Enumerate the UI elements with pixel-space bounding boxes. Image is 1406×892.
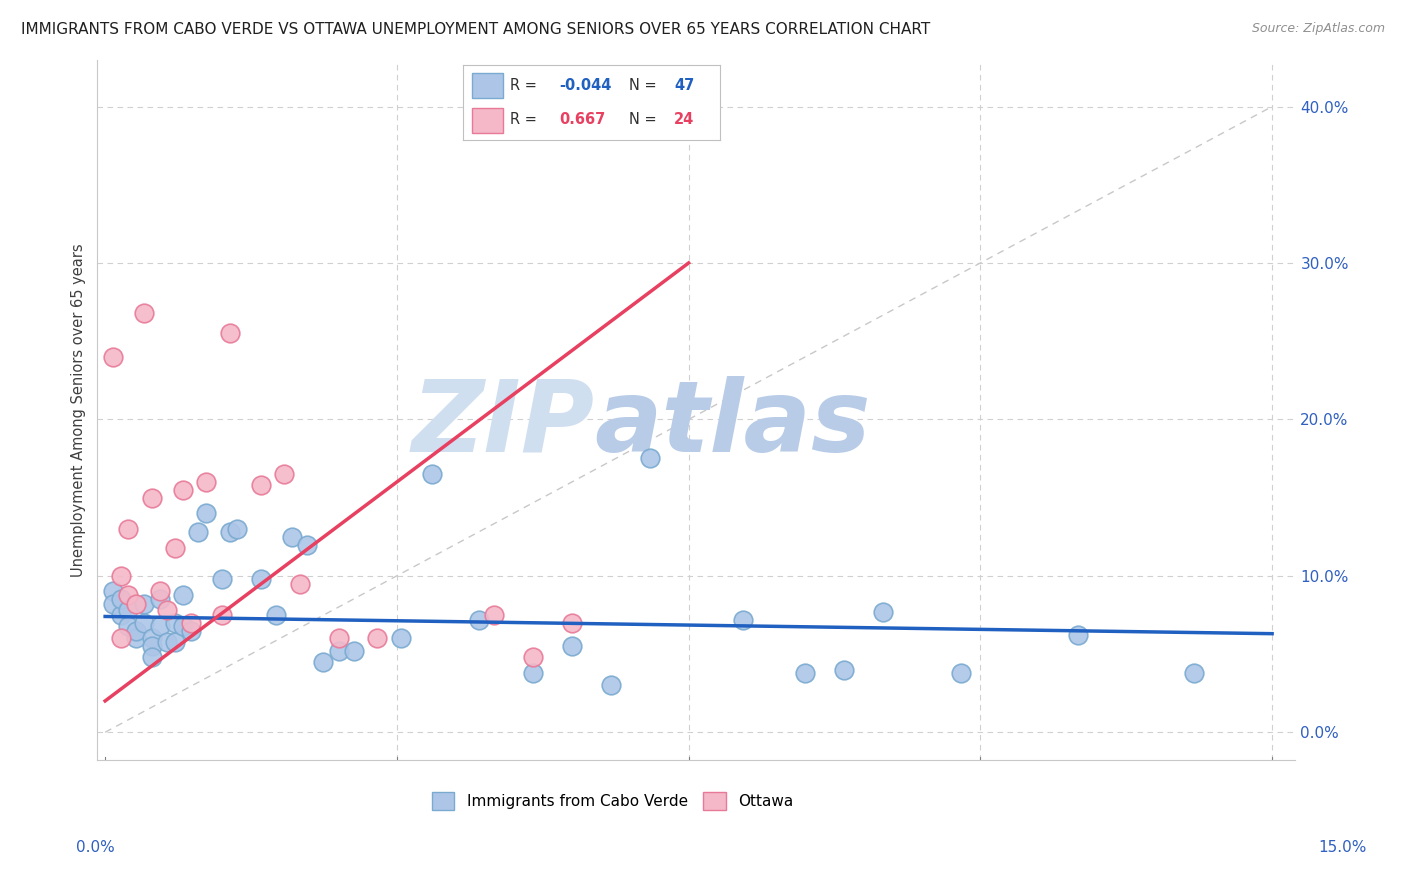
Point bbox=[149, 592, 172, 607]
Point bbox=[561, 639, 583, 653]
Point bbox=[273, 467, 295, 482]
Point bbox=[1066, 628, 1088, 642]
Point bbox=[125, 624, 148, 638]
Point bbox=[343, 644, 366, 658]
Point bbox=[125, 597, 148, 611]
Point bbox=[218, 326, 240, 341]
Point bbox=[522, 650, 544, 665]
Point bbox=[172, 619, 194, 633]
Point bbox=[187, 524, 209, 539]
Point bbox=[172, 483, 194, 497]
Point bbox=[389, 632, 412, 646]
Point bbox=[211, 572, 233, 586]
Point bbox=[101, 584, 124, 599]
Point bbox=[195, 475, 218, 489]
Point bbox=[149, 584, 172, 599]
Point bbox=[733, 613, 755, 627]
Point bbox=[226, 522, 249, 536]
Point bbox=[288, 576, 311, 591]
Point bbox=[467, 613, 489, 627]
Point bbox=[110, 592, 132, 607]
Point bbox=[366, 632, 388, 646]
Point bbox=[266, 607, 288, 622]
Point bbox=[117, 522, 139, 536]
Point bbox=[328, 632, 350, 646]
Point bbox=[195, 506, 218, 520]
Point bbox=[949, 665, 972, 680]
Point bbox=[101, 350, 124, 364]
Point bbox=[165, 541, 187, 555]
Point bbox=[249, 572, 271, 586]
Point bbox=[180, 615, 202, 630]
Point bbox=[165, 634, 187, 648]
Point bbox=[101, 597, 124, 611]
Point bbox=[132, 306, 155, 320]
Point bbox=[599, 678, 621, 692]
Point bbox=[156, 634, 179, 648]
Point bbox=[218, 524, 240, 539]
Point bbox=[522, 665, 544, 680]
Point bbox=[156, 603, 179, 617]
Point bbox=[141, 650, 163, 665]
Point bbox=[132, 615, 155, 630]
Legend: Immigrants from Cabo Verde, Ottawa: Immigrants from Cabo Verde, Ottawa bbox=[426, 786, 800, 816]
Point bbox=[141, 491, 163, 505]
Point bbox=[297, 537, 319, 551]
Point bbox=[117, 588, 139, 602]
Point bbox=[149, 619, 172, 633]
Text: 0.0%: 0.0% bbox=[76, 840, 115, 855]
Point bbox=[172, 588, 194, 602]
Point bbox=[117, 619, 139, 633]
Point bbox=[794, 665, 817, 680]
Text: atlas: atlas bbox=[595, 376, 872, 473]
Point bbox=[1182, 665, 1205, 680]
Point bbox=[110, 632, 132, 646]
Point bbox=[117, 603, 139, 617]
Text: Source: ZipAtlas.com: Source: ZipAtlas.com bbox=[1251, 22, 1385, 36]
Y-axis label: Unemployment Among Seniors over 65 years: Unemployment Among Seniors over 65 years bbox=[72, 244, 86, 577]
Point bbox=[125, 632, 148, 646]
Point bbox=[132, 597, 155, 611]
Point bbox=[141, 632, 163, 646]
Point bbox=[110, 569, 132, 583]
Text: IMMIGRANTS FROM CABO VERDE VS OTTAWA UNEMPLOYMENT AMONG SENIORS OVER 65 YEARS CO: IMMIGRANTS FROM CABO VERDE VS OTTAWA UNE… bbox=[21, 22, 931, 37]
Point bbox=[420, 467, 443, 482]
Text: 15.0%: 15.0% bbox=[1319, 840, 1367, 855]
Point bbox=[638, 451, 661, 466]
Point bbox=[281, 530, 304, 544]
Point bbox=[165, 615, 187, 630]
Point bbox=[872, 605, 894, 619]
Point bbox=[141, 639, 163, 653]
Point bbox=[180, 624, 202, 638]
Text: ZIP: ZIP bbox=[412, 376, 595, 473]
Point bbox=[482, 607, 505, 622]
Point bbox=[561, 615, 583, 630]
Point bbox=[328, 644, 350, 658]
Point bbox=[312, 655, 335, 669]
Point bbox=[211, 607, 233, 622]
Point bbox=[110, 607, 132, 622]
Point bbox=[249, 478, 271, 492]
Point bbox=[832, 663, 855, 677]
